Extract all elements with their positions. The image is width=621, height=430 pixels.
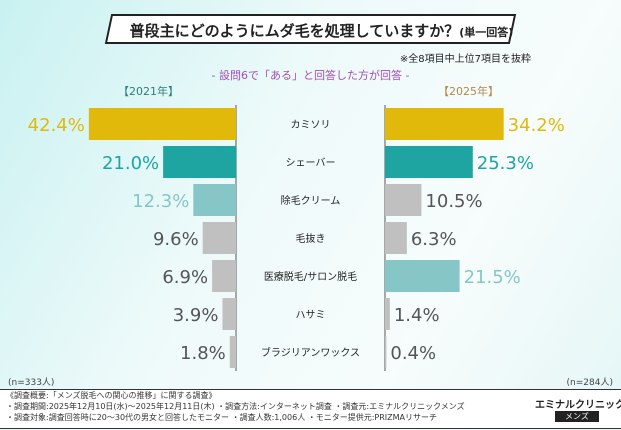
value-label-2025: 21.5% — [464, 267, 521, 288]
bar-2021 — [229, 336, 236, 368]
bar-2021 — [212, 260, 236, 292]
butterfly-bar-chart: 42.4% 34.2% カミソリ 21.0% 25.3% シェーバー 12.3% 10.5% 除… — [28, 105, 565, 371]
category-label: ハサミ — [296, 309, 326, 321]
bar-2021 — [193, 184, 236, 216]
note: ※全8項目中上位7項目を抜粋 — [399, 54, 531, 65]
value-label-2021: 21.0% — [102, 153, 159, 174]
legend-2025: 【2025年】 — [438, 85, 499, 98]
bar-2021 — [163, 146, 236, 178]
value-label-2025: 6.3% — [411, 229, 457, 250]
category-label: 毛抜き — [296, 232, 326, 245]
value-label-2025: 34.2% — [508, 115, 565, 136]
chart-title-box: 普段主にどのようにムダ毛を処理していますか？(単一回答) — [104, 14, 517, 44]
logo-sub: メンズ — [555, 411, 599, 422]
logo-text: エミナルクリニック — [535, 400, 621, 411]
category-label: ブラジリアンワックス — [261, 346, 360, 359]
n-2025: (n=284人) — [566, 378, 613, 388]
value-label-2025: 1.4% — [394, 305, 440, 326]
bar-2021 — [202, 222, 236, 254]
n-2021: (n=333人) — [8, 378, 55, 388]
value-label-2021: 6.9% — [162, 267, 208, 288]
footer-line: 《調査概要:「メンズ脱毛への関心の推移」に関する調査》 — [6, 391, 217, 400]
value-label-2021: 9.6% — [153, 229, 199, 250]
value-label-2025: 0.4% — [390, 343, 436, 364]
bar-2025 — [385, 222, 407, 254]
footer: 《調査概要:「メンズ脱毛への関心の推移」に関する調査》 ・調査期間:2025年1… — [0, 389, 621, 429]
value-label-2025: 10.5% — [425, 191, 482, 212]
footer-line: ・調査対象:調査回答時に20〜30代の男女と回答したモニター ・調査人数:1,0… — [6, 413, 438, 422]
bar-2025 — [385, 184, 422, 216]
bar-2025 — [385, 260, 460, 292]
value-label-2025: 25.3% — [477, 153, 534, 174]
chart-title: 普段主にどのようにムダ毛を処理していますか？ — [129, 22, 460, 40]
bar-2025 — [385, 108, 504, 140]
subtitle: - 設問6で「ある」と回答した方が回答 - — [211, 69, 410, 82]
bar-2025 — [385, 146, 473, 178]
footer-line: ・調査期間:2025年12月10日(水)〜2025年12月11日(木) ・調査方… — [6, 402, 465, 411]
bar-2025 — [385, 298, 390, 330]
category-label: 医療脱毛/サロン脱毛 — [264, 270, 357, 283]
bar-2021 — [222, 298, 236, 330]
value-label-2021: 12.3% — [132, 191, 189, 212]
value-label-2021: 1.8% — [180, 343, 226, 364]
bar-2021 — [88, 108, 236, 140]
chart-title-suffix: (単一回答) — [459, 26, 514, 39]
value-label-2021: 42.4% — [28, 115, 85, 136]
category-label: カミソリ — [291, 119, 331, 131]
category-label: 除毛クリーム — [281, 194, 341, 207]
category-label: シェーバー — [286, 157, 336, 169]
legend-2021: 【2021年】 — [118, 85, 179, 98]
value-label-2021: 3.9% — [173, 305, 219, 326]
bar-2025 — [385, 336, 387, 368]
